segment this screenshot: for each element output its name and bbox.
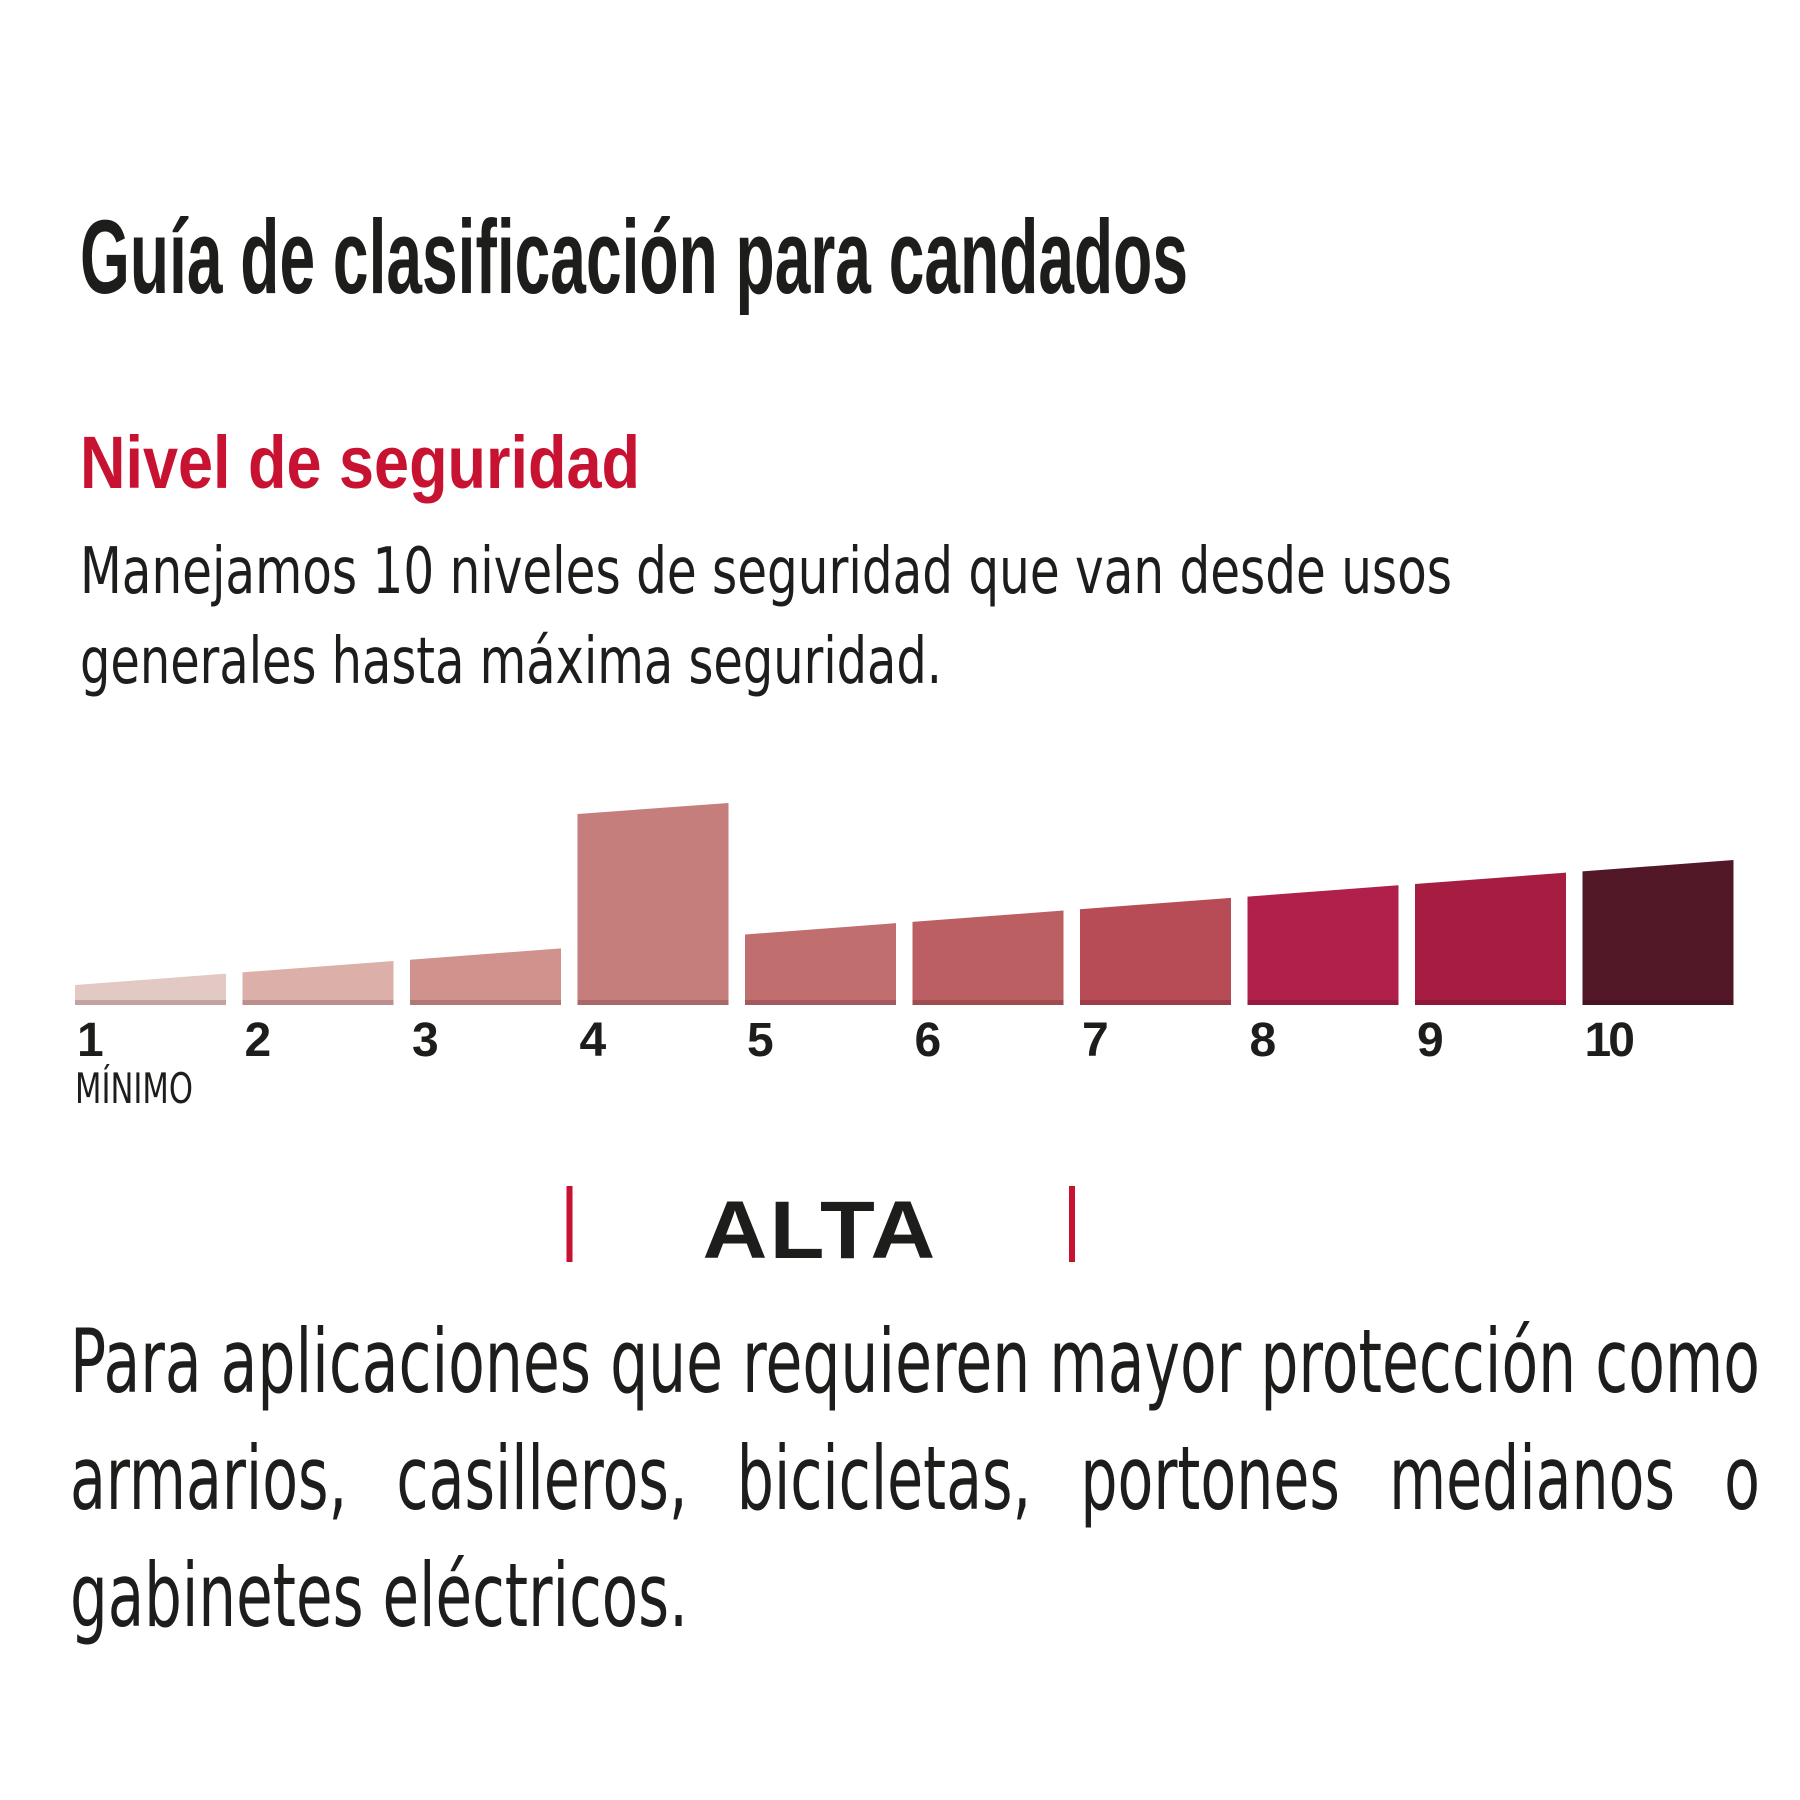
- x-label-10: 10: [1585, 1014, 1634, 1067]
- bar-base-shade: [912, 1000, 1064, 1005]
- bar-base-shade: [242, 1000, 394, 1005]
- footer-line-1: Para aplicaciones que requieren mayor pr…: [70, 1310, 1760, 1413]
- bar-level-6: [912, 910, 1064, 1005]
- bar-level-4: [577, 803, 729, 1005]
- x-label-5: 5: [747, 1014, 774, 1067]
- x-label-7: 7: [1082, 1014, 1109, 1067]
- x-label-9: 9: [1417, 1014, 1444, 1067]
- footer-line-3: gabinetes eléctricos.: [70, 1544, 688, 1647]
- bar-base-shade: [1080, 1000, 1231, 1005]
- section-heading: Nivel de seguridad: [80, 421, 640, 504]
- bar-base-shade: [577, 1000, 729, 1005]
- bar-base-shade: [1582, 1000, 1734, 1005]
- x-label-2: 2: [245, 1014, 272, 1067]
- x-label-3: 3: [412, 1014, 439, 1067]
- range-tick-right: [1069, 1186, 1075, 1262]
- intro-line-1: Manejamos 10 niveles de seguridad que va…: [80, 535, 1452, 609]
- x-label-6: 6: [915, 1014, 942, 1067]
- page-title: Guía de clasificación para candados: [80, 199, 1188, 316]
- range-label-alta: ALTA: [703, 1185, 938, 1276]
- bars-group: [75, 803, 1734, 1005]
- x-label-1: 1: [77, 1014, 104, 1067]
- intro-line-2: generales hasta máxima seguridad.: [80, 625, 942, 699]
- bar-base-shade: [75, 1000, 226, 1005]
- bar-level-7: [1080, 897, 1231, 1005]
- minimum-label: MÍNIMO: [75, 1063, 193, 1113]
- x-label-8: 8: [1250, 1014, 1277, 1067]
- range-ticks-group: [566, 1186, 1075, 1262]
- bar-level-5: [745, 923, 896, 1005]
- bar-base-shade: [410, 1000, 561, 1005]
- bar-level-1: [75, 973, 226, 1005]
- bar-level-10: [1582, 860, 1734, 1005]
- bar-base-shade: [745, 1000, 896, 1005]
- bar-level-2: [242, 960, 394, 1005]
- bar-level-9: [1415, 872, 1566, 1005]
- range-tick-left: [566, 1186, 573, 1262]
- bar-base-shade: [1247, 1000, 1399, 1005]
- bar-level-3: [410, 948, 561, 1005]
- bar-base-shade: [1415, 1000, 1566, 1005]
- x-axis-labels: 1 2 3 4 5 6 7 8 9 10: [77, 1014, 1636, 1067]
- x-label-4: 4: [580, 1014, 607, 1067]
- footer-line-2: armarios, casilleros, bicicletas, porton…: [70, 1427, 1760, 1530]
- bar-level-8: [1247, 885, 1399, 1005]
